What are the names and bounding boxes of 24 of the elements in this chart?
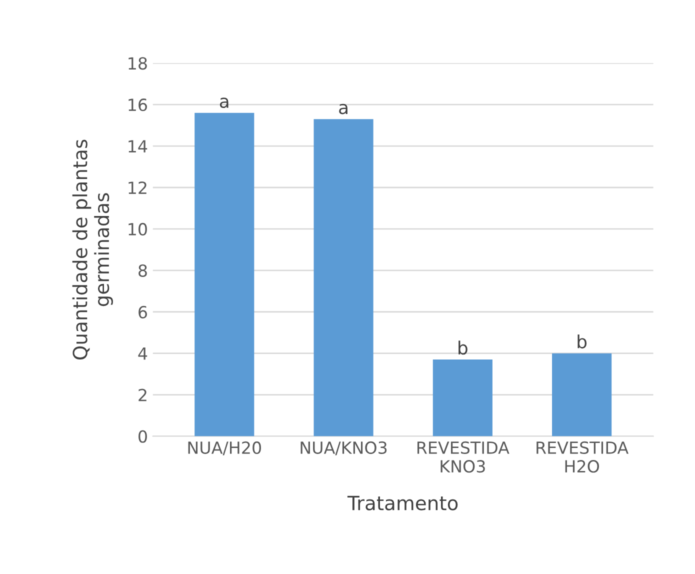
annotation: a	[339, 104, 348, 114]
y-tick-label: 8	[138, 264, 147, 277]
x-axis-title: Tratamento	[347, 496, 458, 510]
bar	[314, 119, 374, 436]
y-tick-label: 4	[138, 348, 148, 360]
bar	[432, 360, 492, 436]
x-tick-label: NUA/H20	[188, 441, 261, 456]
bar	[552, 353, 612, 436]
y-tick-label: 14	[128, 140, 148, 152]
y-tick-label: 6	[138, 306, 147, 318]
bar	[194, 112, 254, 436]
y-tick-label: 12	[128, 181, 146, 194]
y-tick-label: 0	[138, 430, 147, 443]
x-tick-label: REVESTIDA KNO3	[417, 441, 510, 473]
y-tick-label: 16	[128, 98, 147, 112]
y-tick-label: 18	[128, 57, 147, 70]
annotation: b	[458, 340, 468, 355]
y-axis-title: Quantidade de plantas germinadas	[72, 140, 113, 360]
annotation: b	[578, 334, 587, 348]
x-tick-label: NUA/KNO3	[300, 441, 387, 456]
annotation: a	[220, 98, 228, 108]
x-tick-label: REVESTIDA H2O	[536, 441, 629, 473]
y-tick-label: 10	[128, 222, 147, 236]
y-tick-label: 2	[138, 388, 146, 402]
